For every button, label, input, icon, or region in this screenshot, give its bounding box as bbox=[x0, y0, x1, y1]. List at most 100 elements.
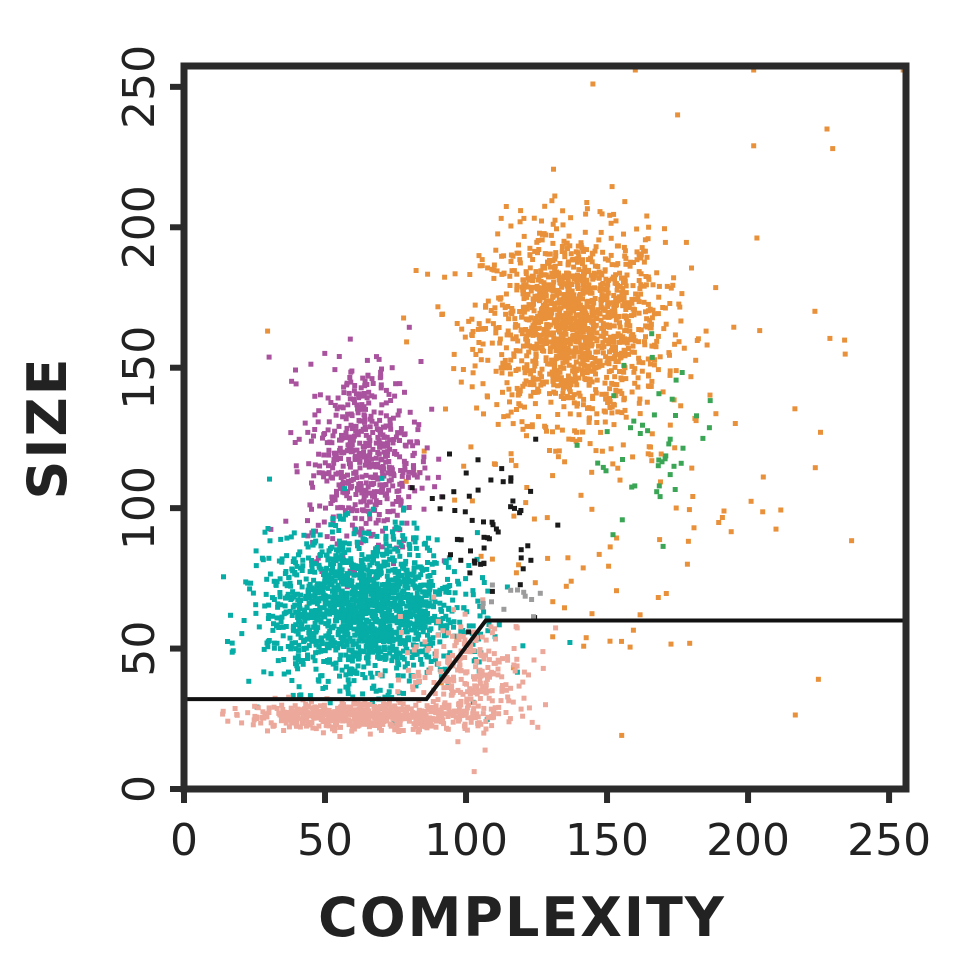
data-point bbox=[621, 362, 627, 368]
data-point bbox=[643, 282, 649, 288]
data-point bbox=[373, 520, 379, 526]
data-point bbox=[731, 324, 737, 330]
data-point bbox=[376, 645, 382, 651]
data-point bbox=[483, 718, 489, 724]
data-point bbox=[631, 418, 637, 424]
data-point bbox=[644, 324, 650, 330]
data-point bbox=[374, 581, 380, 587]
data-point bbox=[401, 622, 407, 628]
data-point bbox=[518, 327, 524, 333]
data-point bbox=[464, 705, 470, 711]
data-point bbox=[638, 282, 644, 288]
data-point bbox=[309, 480, 314, 486]
data-point bbox=[611, 337, 616, 343]
data-point bbox=[332, 728, 338, 734]
data-point bbox=[315, 555, 321, 561]
data-point bbox=[555, 522, 561, 528]
data-point bbox=[672, 445, 678, 451]
data-point bbox=[323, 621, 329, 627]
data-point bbox=[645, 356, 651, 362]
data-point bbox=[369, 699, 375, 704]
data-point bbox=[325, 395, 331, 401]
data-point bbox=[383, 654, 389, 660]
data-point bbox=[406, 494, 412, 500]
data-point bbox=[632, 380, 638, 386]
data-point bbox=[350, 434, 356, 440]
data-point bbox=[425, 583, 431, 589]
data-point bbox=[648, 325, 654, 331]
data-point bbox=[349, 638, 355, 644]
data-point bbox=[509, 306, 515, 311]
data-point bbox=[525, 543, 531, 549]
data-point bbox=[347, 666, 353, 672]
data-point bbox=[348, 449, 354, 455]
data-point bbox=[612, 374, 618, 380]
data-point bbox=[532, 580, 538, 586]
data-point bbox=[433, 653, 439, 659]
data-point bbox=[475, 487, 481, 493]
data-point bbox=[578, 361, 584, 367]
data-point bbox=[553, 625, 559, 631]
data-point bbox=[296, 684, 302, 690]
data-point bbox=[357, 597, 363, 602]
data-point bbox=[531, 345, 537, 351]
data-point bbox=[622, 328, 628, 334]
data-point bbox=[305, 652, 310, 658]
data-point bbox=[424, 703, 430, 709]
data-point bbox=[503, 687, 509, 693]
data-point bbox=[586, 267, 591, 273]
data-point bbox=[341, 613, 346, 619]
data-point bbox=[423, 599, 429, 605]
data-point bbox=[643, 309, 648, 315]
data-point bbox=[410, 463, 416, 469]
data-point bbox=[539, 218, 544, 224]
data-point bbox=[393, 616, 399, 622]
data-point bbox=[531, 368, 537, 374]
data-point bbox=[558, 355, 564, 361]
data-point bbox=[368, 608, 374, 614]
data-point bbox=[541, 339, 547, 345]
data-point bbox=[514, 656, 520, 662]
data-point bbox=[349, 368, 355, 374]
data-point bbox=[525, 275, 531, 281]
data-point bbox=[327, 629, 333, 634]
data-point bbox=[345, 402, 351, 408]
data-point bbox=[656, 483, 662, 489]
data-point bbox=[606, 309, 612, 315]
data-point bbox=[307, 722, 313, 728]
data-point bbox=[293, 646, 299, 652]
data-point bbox=[572, 345, 578, 351]
data-point bbox=[309, 567, 315, 573]
data-point bbox=[562, 254, 568, 260]
data-point bbox=[402, 536, 408, 542]
data-point bbox=[468, 548, 473, 554]
data-point bbox=[576, 390, 582, 396]
data-point bbox=[617, 369, 622, 374]
data-point bbox=[322, 576, 328, 582]
data-point bbox=[382, 618, 388, 624]
data-point bbox=[519, 314, 525, 320]
data-point bbox=[343, 632, 349, 638]
data-point bbox=[460, 691, 466, 697]
data-point bbox=[443, 558, 449, 564]
data-point bbox=[361, 530, 367, 536]
data-point bbox=[367, 449, 373, 455]
data-point bbox=[679, 291, 685, 297]
data-point bbox=[382, 668, 388, 674]
data-point bbox=[372, 472, 378, 478]
data-point bbox=[483, 680, 489, 686]
data-point bbox=[716, 520, 722, 525]
data-point bbox=[382, 585, 388, 591]
data-point bbox=[418, 709, 424, 715]
data-point bbox=[536, 325, 542, 331]
data-point bbox=[499, 685, 505, 691]
data-point bbox=[358, 385, 364, 391]
data-point bbox=[298, 614, 304, 620]
data-point bbox=[302, 420, 308, 426]
data-point bbox=[623, 261, 629, 267]
data-point bbox=[356, 638, 362, 644]
data-point bbox=[646, 276, 652, 282]
data-point bbox=[390, 577, 396, 583]
data-point bbox=[527, 245, 533, 251]
data-point bbox=[441, 685, 447, 691]
